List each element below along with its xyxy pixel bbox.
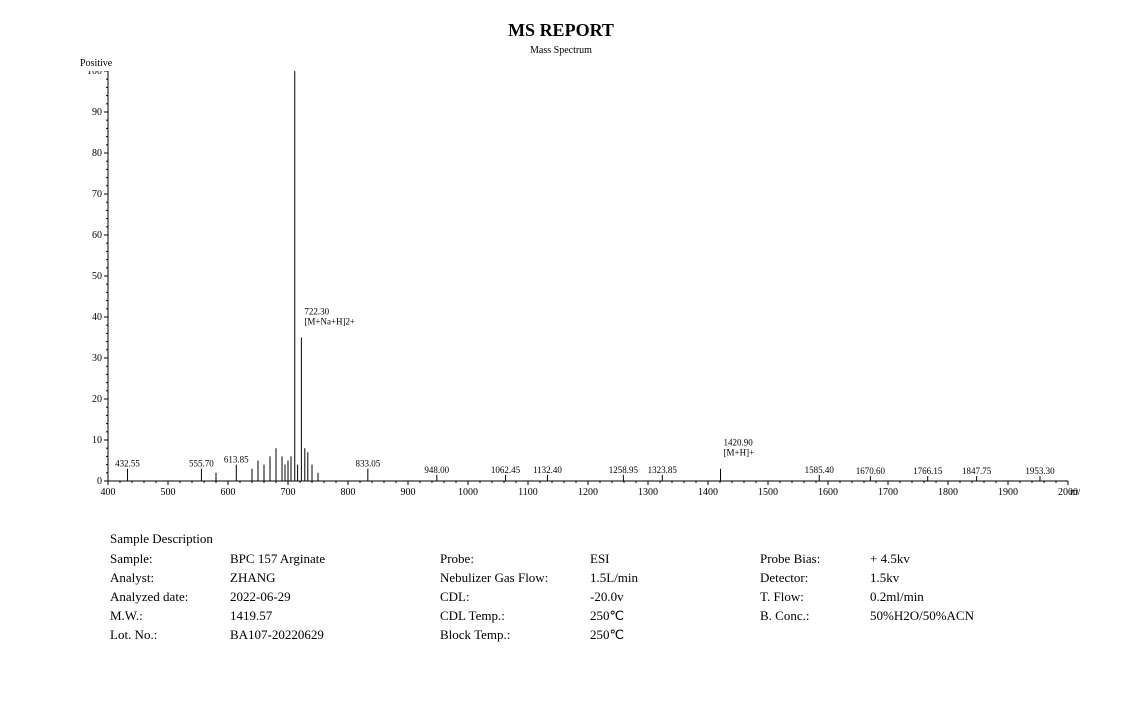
svg-text:1585.40: 1585.40 [805,465,835,475]
desc-cell: 2022-06-29 [230,589,430,605]
desc-cell: Sample: [110,551,220,567]
svg-text:1800: 1800 [938,487,958,498]
svg-text:1258.95: 1258.95 [609,465,639,475]
desc-cell: CDL Temp.: [440,608,580,624]
svg-text:1323.85: 1323.85 [648,465,678,475]
svg-text:1953.30: 1953.30 [1025,466,1055,476]
report-subtitle: Mass Spectrum [40,45,1082,56]
spectrum-svg: 0 10 20 30 40 50 60 70 80 90 100 400 500 600 700 800 900… [80,71,1080,501]
desc-cell: T. Flow: [760,589,860,605]
svg-text:948.00: 948.00 [424,465,449,475]
svg-text:600: 600 [221,487,236,498]
svg-text:1400: 1400 [698,487,718,498]
desc-cell: + 4.5kv [870,551,1060,567]
svg-text:1000: 1000 [458,487,478,498]
svg-text:400: 400 [101,487,116,498]
desc-cell: 250℃ [590,608,750,624]
desc-cell: Block Temp.: [440,627,580,643]
svg-text:1600: 1600 [818,487,838,498]
desc-cell: ZHANG [230,570,430,586]
svg-text:500: 500 [161,487,176,498]
svg-text:1100: 1100 [518,487,538,498]
sample-description: Sample Description Sample: BPC 157 Argina… [110,531,1082,643]
description-header: Sample Description [110,531,1082,547]
svg-text:1700: 1700 [878,487,898,498]
svg-text:m/z: m/z [1070,487,1080,498]
svg-text:[M+Na+H]2+: [M+Na+H]2+ [304,317,355,327]
svg-text:1132.40: 1132.40 [533,465,562,475]
desc-cell: Nebulizer Gas Flow: [440,570,580,586]
svg-text:20: 20 [92,394,102,405]
svg-text:30: 30 [92,353,102,364]
svg-text:50: 50 [92,271,102,282]
svg-text:700: 700 [281,487,296,498]
svg-text:[M+H]+: [M+H]+ [724,448,755,458]
desc-cell: BA107-20220629 [230,627,430,643]
svg-text:100: 100 [87,71,102,77]
svg-text:70: 70 [92,189,102,200]
mass-spectrum-chart: 0 10 20 30 40 50 60 70 80 90 100 400 500 600 700 800 900… [80,71,1080,501]
desc-cell: B. Conc.: [760,608,860,624]
svg-text:1200: 1200 [578,487,598,498]
svg-text:432.55: 432.55 [115,459,140,469]
svg-text:10: 10 [92,435,102,446]
svg-text:1500: 1500 [758,487,778,498]
desc-cell: Probe Bias: [760,551,860,567]
desc-cell: 1419.57 [230,608,430,624]
svg-text:1300: 1300 [638,487,658,498]
svg-text:80: 80 [92,148,102,159]
description-grid: Sample: BPC 157 Arginate Probe: ESI Probe Bi… [110,551,1082,643]
desc-cell: 1.5L/min [590,570,750,586]
desc-cell: Analyzed date: [110,589,220,605]
desc-cell: 50%H2O/50%ACN [870,608,1060,624]
desc-cell: 250℃ [590,627,750,643]
desc-cell: Probe: [440,551,580,567]
desc-cell: CDL: [440,589,580,605]
svg-text:1766.15: 1766.15 [913,466,943,476]
report-title: MS REPORT [40,20,1082,41]
svg-text:722.30: 722.30 [304,307,329,317]
svg-text:833.05: 833.05 [355,459,380,469]
ion-mode-label: Positive [80,58,1082,69]
desc-cell: Lot. No.: [110,627,220,643]
desc-cell: M.W.: [110,608,220,624]
desc-cell: 1.5kv [870,570,1060,586]
svg-text:555.70: 555.70 [189,459,214,469]
svg-text:1900: 1900 [998,487,1018,498]
desc-cell [870,627,1060,643]
desc-cell: 0.2ml/min [870,589,1060,605]
desc-cell: -20.0v [590,589,750,605]
svg-text:1062.45: 1062.45 [491,465,521,475]
svg-text:900: 900 [401,487,416,498]
desc-cell [760,627,860,643]
desc-cell: Analyst: [110,570,220,586]
desc-cell: BPC 157 Arginate [230,551,430,567]
desc-cell: ESI [590,551,750,567]
svg-text:60: 60 [92,230,102,241]
svg-text:1670.60: 1670.60 [856,466,886,476]
svg-text:1847.75: 1847.75 [962,466,992,476]
svg-text:1420.90: 1420.90 [724,438,754,448]
svg-text:613.85: 613.85 [224,455,249,465]
svg-text:800: 800 [341,487,356,498]
desc-cell: Detector: [760,570,860,586]
svg-text:90: 90 [92,107,102,118]
svg-text:0: 0 [97,476,102,487]
svg-text:40: 40 [92,312,102,323]
